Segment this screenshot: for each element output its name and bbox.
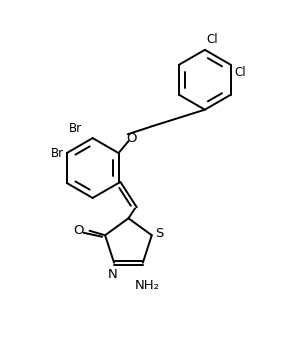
Text: N: N <box>108 268 117 281</box>
Text: S: S <box>155 227 164 240</box>
Text: NH₂: NH₂ <box>135 279 160 292</box>
Text: Br: Br <box>69 121 82 135</box>
Text: Cl: Cl <box>234 66 246 79</box>
Text: Br: Br <box>51 147 64 160</box>
Text: O: O <box>126 132 137 144</box>
Text: O: O <box>73 224 84 237</box>
Text: Cl: Cl <box>206 33 218 46</box>
